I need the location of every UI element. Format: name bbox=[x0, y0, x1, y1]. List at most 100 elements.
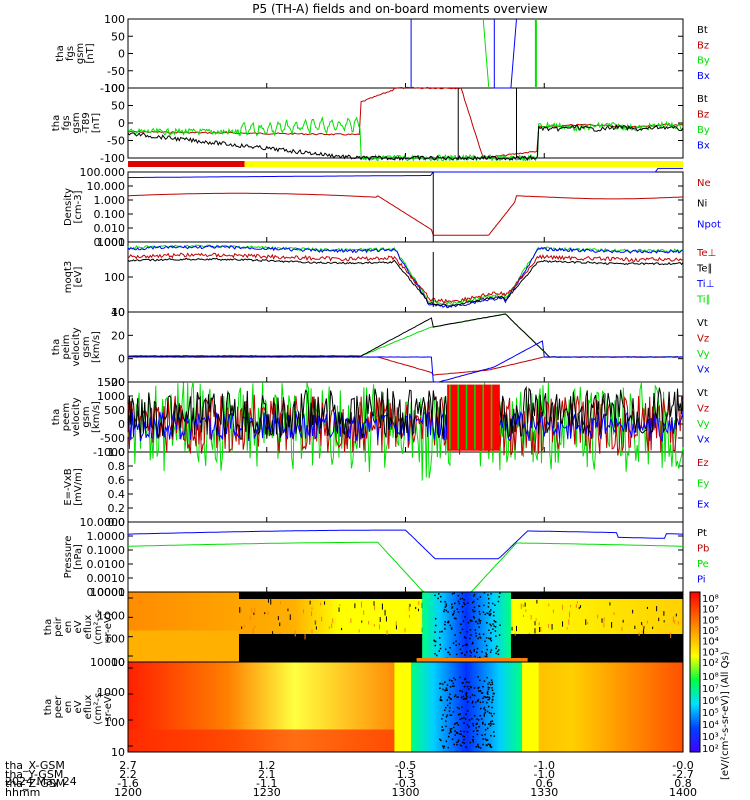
peer-core-speckle bbox=[462, 681, 464, 684]
peir-speckle bbox=[524, 602, 526, 607]
fgs-t89-traces bbox=[127, 86, 684, 163]
peir-core-speckle bbox=[489, 638, 492, 640]
legend-entry: Bx bbox=[697, 141, 710, 152]
peir-core-speckle bbox=[451, 607, 453, 609]
y-axis-label: tha bbox=[51, 409, 62, 425]
peir-speckle bbox=[277, 616, 279, 621]
peer-core-speckle bbox=[442, 683, 444, 685]
peer-core-speckle bbox=[468, 688, 470, 690]
peer-core-speckle bbox=[486, 676, 488, 679]
peer-core-speckle bbox=[465, 694, 468, 697]
y-axis-label: eflux bbox=[83, 695, 94, 720]
y-axis-label: gsm bbox=[81, 336, 92, 357]
peer-core-speckle bbox=[483, 680, 486, 682]
peir-speckle bbox=[672, 616, 674, 623]
peir-speckle bbox=[315, 620, 317, 624]
peer-core-speckle bbox=[463, 735, 465, 738]
peir-speckle bbox=[632, 609, 634, 614]
y-tick-label: 1.000 bbox=[94, 194, 126, 207]
peir-speckle bbox=[243, 624, 245, 628]
y-tick-label: -100 bbox=[100, 82, 125, 95]
peer-core-speckle bbox=[459, 713, 461, 715]
peer-core-speckle bbox=[477, 698, 480, 701]
peir-speckle bbox=[656, 605, 658, 612]
peir-core-speckle bbox=[486, 612, 488, 614]
peir-core-speckle bbox=[494, 630, 497, 632]
peer-core-speckle bbox=[467, 701, 469, 703]
peir-core-speckle bbox=[473, 617, 476, 619]
legend-entry: Ey bbox=[697, 479, 709, 490]
peer-core-speckle bbox=[461, 717, 463, 720]
peir-core-speckle bbox=[434, 624, 437, 627]
peir-speckle bbox=[638, 632, 640, 636]
peir-speckle bbox=[652, 626, 654, 630]
vel-peim-traces bbox=[127, 313, 684, 383]
peir-speckle bbox=[239, 607, 241, 613]
peir-speckle bbox=[670, 632, 672, 639]
y-tick-label: 100 bbox=[104, 716, 125, 729]
peir-core-speckle bbox=[444, 606, 447, 608]
ephemeris-value: 0.6 bbox=[536, 777, 554, 790]
colorbar-tick-label: 10⁴ bbox=[702, 637, 719, 648]
peer-core-speckle bbox=[454, 730, 456, 732]
peir-speckle bbox=[358, 629, 360, 633]
peir-core-speckle bbox=[493, 611, 495, 613]
peir-core-speckle bbox=[452, 612, 455, 615]
peir-speckle bbox=[514, 633, 516, 636]
peer-core-speckle bbox=[478, 686, 480, 689]
y-axis-label: sr-eV) bbox=[103, 692, 114, 721]
panel-fgs_log: 100 50 0 -50 -100 tha fgs gsm -T89 [nT] Bt Bz By Bx bbox=[51, 82, 710, 165]
peir-speckle bbox=[294, 630, 296, 637]
peer-core-speckle bbox=[454, 694, 457, 696]
peer-core-speckle bbox=[457, 724, 460, 726]
peer-core-speckle bbox=[482, 722, 484, 725]
peir-speckle bbox=[647, 620, 649, 624]
peir-core-speckle bbox=[451, 603, 453, 606]
peir-core-speckle bbox=[483, 604, 485, 607]
peer-core-speckle bbox=[484, 711, 487, 714]
peer-core-speckle bbox=[477, 687, 479, 690]
legend-entry: Te⊥ bbox=[696, 248, 716, 259]
y-tick-label: 10 bbox=[111, 656, 125, 669]
y-axis-label: Pressure bbox=[63, 536, 74, 579]
npot-line bbox=[127, 167, 683, 179]
peer-core-speckle bbox=[466, 730, 469, 733]
peer-core-speckle bbox=[472, 722, 474, 725]
peer-core-speckle bbox=[441, 718, 443, 720]
peir-speckle bbox=[562, 621, 564, 627]
ti-par-line bbox=[127, 244, 684, 306]
peer-core-speckle bbox=[460, 733, 462, 735]
peer-core-speckle bbox=[465, 693, 467, 695]
panel-frame bbox=[127, 451, 684, 523]
peir-core-speckle bbox=[492, 602, 494, 605]
peer-core-speckle bbox=[463, 697, 466, 700]
peer-core-speckle bbox=[491, 681, 493, 683]
peer-core-speckle bbox=[489, 744, 491, 747]
vz-line bbox=[128, 356, 684, 376]
peir-core-speckle bbox=[493, 620, 496, 622]
peir-speckle bbox=[677, 621, 679, 625]
peer-core-speckle bbox=[472, 741, 475, 743]
peer-core-speckle bbox=[492, 731, 495, 733]
peer-core-speckle bbox=[465, 713, 467, 716]
peer-core-speckle bbox=[460, 730, 462, 732]
legend-entry: Vy bbox=[697, 419, 710, 430]
y-tick-label: 0.010 bbox=[94, 222, 126, 235]
legend-entry: Bz bbox=[697, 110, 709, 121]
peir-speckle bbox=[360, 601, 362, 608]
colorbar-tick-label: 10⁴ bbox=[702, 720, 719, 731]
ephemeris-value: 1200 bbox=[114, 786, 142, 799]
peir-core-speckle bbox=[466, 644, 468, 646]
peer-core-speckle bbox=[464, 678, 466, 681]
y-axis-label: sr-eV) bbox=[103, 612, 114, 641]
panel-frame bbox=[127, 18, 684, 89]
peir-core-speckle bbox=[469, 655, 472, 657]
ephemeris-value: -0.0 bbox=[672, 759, 693, 772]
peer-core-speckle bbox=[489, 743, 491, 746]
peer-core-speckle bbox=[465, 698, 468, 700]
peer-core-speckle bbox=[469, 696, 472, 699]
peir-core-speckle bbox=[477, 622, 479, 625]
colorbar-ticks: 10⁸10⁷10⁶10⁵10⁴10³10²10⁸10⁷10⁶10⁵10⁴10³1… bbox=[702, 594, 719, 755]
peer-core-speckle bbox=[486, 701, 488, 704]
y-tick-label: 0.0100 bbox=[87, 558, 126, 571]
